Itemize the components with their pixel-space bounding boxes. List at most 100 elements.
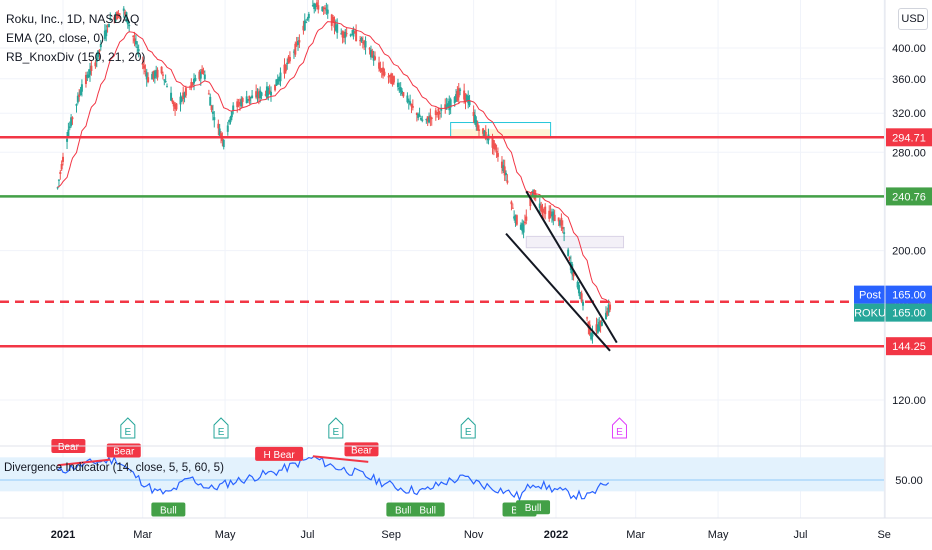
candle	[302, 25, 305, 31]
candle	[429, 115, 432, 120]
y-tick-label: 200.00	[892, 246, 926, 258]
candle	[163, 79, 166, 81]
candle	[459, 89, 462, 91]
ema-legend[interactable]: EMA (20, close, 0)	[6, 31, 105, 45]
x-tick-label: 2022	[544, 529, 568, 541]
candle	[249, 96, 252, 99]
candle	[388, 74, 391, 77]
candle	[268, 90, 271, 94]
candle	[345, 33, 348, 35]
candle	[198, 71, 201, 80]
candle	[210, 105, 213, 111]
candle	[464, 93, 467, 103]
candle	[286, 62, 289, 65]
candle	[80, 84, 83, 92]
roku-label: ROKU	[854, 308, 886, 320]
candle	[325, 9, 328, 11]
candle	[595, 324, 598, 332]
symbol-title[interactable]: Roku, Inc., 1D, NASDAQ	[6, 12, 140, 26]
candle	[118, 13, 121, 15]
divergence-marker-label: Bull	[419, 505, 436, 516]
candle	[84, 74, 87, 85]
candle	[274, 84, 277, 91]
candle	[98, 49, 101, 52]
indicator-title[interactable]: Divergence Indicator (14, close, 5, 5, 6…	[4, 462, 224, 474]
candle	[247, 99, 250, 101]
candle	[436, 113, 439, 115]
candle	[494, 143, 497, 150]
candle	[410, 103, 413, 107]
candle	[161, 74, 164, 76]
candle	[515, 215, 518, 225]
candle	[113, 17, 116, 20]
candle	[305, 21, 308, 23]
candle	[97, 50, 100, 58]
candle	[351, 34, 354, 36]
candle	[292, 51, 295, 53]
candle	[457, 88, 460, 98]
y-tick-label: 400.00	[892, 43, 926, 55]
divergence-marker	[410, 502, 445, 517]
candle	[344, 32, 347, 38]
level-price-label: 294.71	[892, 132, 926, 144]
candle	[521, 223, 524, 231]
post-label-tag	[854, 285, 886, 304]
divergence-marker-label: Bear	[351, 445, 373, 456]
candle	[311, 5, 314, 7]
candle	[465, 95, 468, 101]
candle	[259, 90, 262, 99]
candle	[418, 114, 421, 117]
candle	[151, 74, 154, 80]
candle	[444, 104, 447, 109]
candle	[437, 108, 440, 115]
candle	[604, 312, 607, 320]
roku-price: 165.00	[892, 308, 926, 320]
candle	[387, 76, 390, 78]
candle	[434, 110, 437, 115]
candle	[174, 104, 177, 109]
candle	[128, 25, 131, 27]
candle	[222, 139, 225, 148]
candle	[245, 96, 248, 104]
divergence-marker	[106, 443, 141, 458]
candle	[572, 272, 575, 277]
rsi-line	[57, 455, 610, 502]
candle	[392, 76, 395, 83]
candle	[175, 103, 178, 110]
candle	[171, 100, 174, 103]
candle	[492, 140, 495, 149]
candle	[218, 128, 221, 136]
x-tick-label: Se	[877, 529, 890, 541]
level-price-label: 144.25	[892, 341, 926, 353]
candle	[202, 71, 205, 73]
candle	[315, 2, 318, 6]
divergence-marker-label: Bull	[160, 505, 177, 516]
earnings-icon	[611, 417, 627, 439]
candle	[360, 37, 363, 42]
candle	[588, 324, 591, 335]
candle	[401, 90, 404, 94]
candle	[500, 161, 503, 168]
candle	[116, 12, 119, 20]
candle	[398, 88, 401, 90]
candle	[133, 38, 136, 42]
candle	[109, 18, 112, 20]
x-tick-label: Jul	[793, 529, 807, 541]
knoxdiv-legend[interactable]: RB_KnoxDiv (150, 21, 20)	[6, 50, 146, 64]
candle	[359, 40, 362, 42]
candle	[446, 103, 449, 107]
chart-legend: Roku, Inc., 1D, NASDAQ EMA (20, close, 0…	[6, 10, 145, 67]
candle	[415, 113, 418, 116]
currency-button[interactable]: USD	[898, 8, 928, 30]
time-axis: 2021 Mar May Jul Sep Nov 2022 Mar May Jul Se	[0, 517, 932, 541]
candle	[217, 123, 220, 129]
candle	[567, 249, 570, 256]
level-price-tag	[886, 187, 932, 206]
candle	[523, 221, 526, 224]
candle	[522, 224, 525, 233]
candle	[295, 42, 298, 46]
horizontal-levels: 294.71240.76167.90144.25Post165.00ROKU16…	[0, 128, 932, 356]
candle	[321, 6, 324, 12]
candle	[374, 56, 377, 60]
